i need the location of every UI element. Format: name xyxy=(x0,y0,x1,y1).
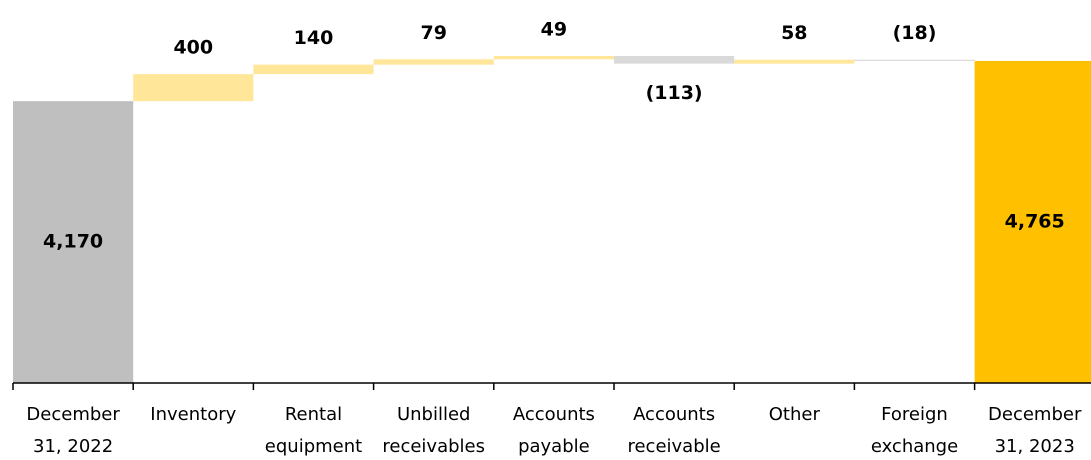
x-tick-label: Rental xyxy=(285,404,342,425)
bar xyxy=(133,74,254,102)
x-tick-label: Inventory xyxy=(150,404,236,425)
x-tick-label: Unbilled xyxy=(397,404,471,425)
x-tick-label: equipment xyxy=(265,436,362,457)
x-tick-label: Other xyxy=(769,404,821,425)
value-label: (113) xyxy=(646,82,703,104)
x-tick-label: receivable xyxy=(627,436,720,457)
bar xyxy=(13,101,134,384)
value-label: 49 xyxy=(541,19,567,41)
bar xyxy=(253,64,374,75)
x-tick-label: Foreign xyxy=(881,404,948,425)
bar xyxy=(614,56,735,64)
value-label: 79 xyxy=(420,22,446,44)
bar xyxy=(734,59,855,64)
value-label: 4,765 xyxy=(1005,210,1065,232)
value-label: 4,170 xyxy=(43,231,103,253)
bar xyxy=(373,59,494,65)
bar xyxy=(974,60,1091,384)
value-label: 400 xyxy=(173,37,213,59)
value-label: 58 xyxy=(781,22,807,44)
x-tick-label: December xyxy=(26,404,120,425)
x-tick-label: 31, 2023 xyxy=(995,436,1075,457)
bar xyxy=(493,56,614,60)
x-tick-label: December xyxy=(988,404,1082,425)
x-tick-label: Accounts xyxy=(513,404,595,425)
x-tick-label: 31, 2022 xyxy=(33,436,113,457)
x-tick-label: payable xyxy=(518,436,590,457)
bar xyxy=(854,59,975,61)
value-label: (18) xyxy=(893,22,937,44)
x-tick-label: Accounts xyxy=(633,404,715,425)
x-tick-label: exchange xyxy=(871,436,958,457)
x-tick-label: receivables xyxy=(382,436,485,457)
value-label: 140 xyxy=(294,27,334,49)
